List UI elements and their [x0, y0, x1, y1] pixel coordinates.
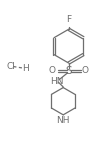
- Text: HN: HN: [50, 77, 63, 86]
- Text: F: F: [66, 15, 71, 24]
- Text: S: S: [65, 66, 72, 76]
- Text: O: O: [48, 66, 55, 75]
- Text: O: O: [82, 66, 89, 75]
- Text: H: H: [22, 64, 29, 73]
- Text: Cl: Cl: [6, 62, 15, 71]
- Text: NH: NH: [56, 116, 70, 125]
